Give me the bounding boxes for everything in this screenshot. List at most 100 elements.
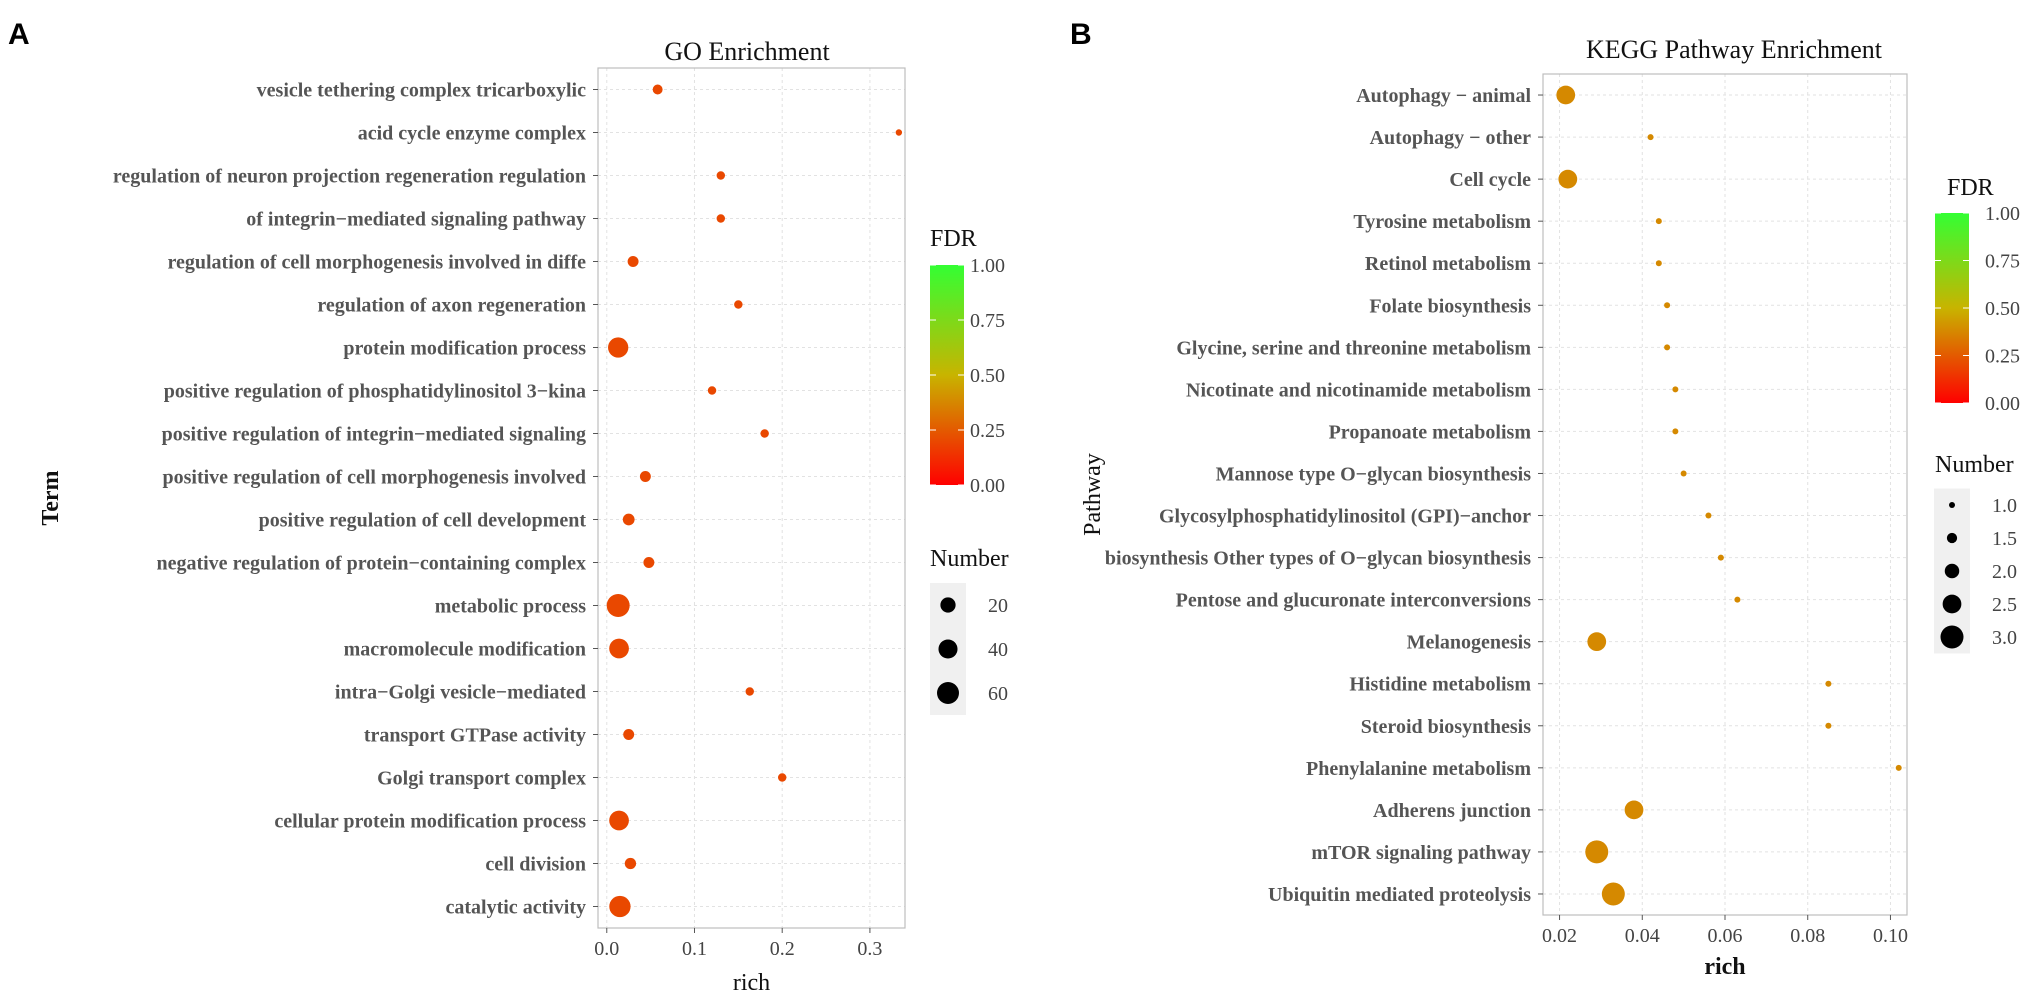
go-point — [707, 386, 717, 395]
go-term-label: regulation of neuron projection regenera… — [113, 166, 586, 188]
kegg-number-legend-key — [1944, 563, 1960, 579]
go-x-tick-label: 0.1 — [682, 938, 707, 960]
kegg-point — [1655, 218, 1662, 225]
go-number-legend-key — [937, 682, 959, 704]
kegg-term-label: Folate biosynthesis — [1369, 295, 1531, 317]
go-term-label: negative regulation of protein−containin… — [156, 553, 586, 575]
go-point — [609, 895, 631, 918]
go-fdr-legend-label: 0.75 — [970, 310, 1005, 332]
go-point — [895, 129, 903, 136]
kegg-point — [1825, 680, 1832, 687]
kegg-fdr-legend-label: 1.00 — [1985, 203, 2020, 225]
kegg-term-label: Steroid biosynthesis — [1361, 716, 1531, 738]
go-fdr-legend-label: 0.00 — [970, 475, 1005, 497]
go-point — [624, 857, 637, 870]
go-term-label: of integrin−mediated signaling pathway — [246, 209, 586, 231]
kegg-point — [1664, 302, 1671, 309]
kegg-term-label: Nicotinate and nicotinamide metabolism — [1186, 379, 1531, 401]
kegg-term-label: Ubiquitin mediated proteolysis — [1268, 884, 1531, 906]
kegg-point — [1624, 800, 1644, 820]
go-term-label: Golgi transport complex — [377, 768, 586, 790]
go-term-label: regulation of cell morphogenesis involve… — [167, 252, 586, 274]
kegg-term-label: Autophagy − animal — [1356, 85, 1531, 107]
kegg-term-label: mTOR signaling pathway — [1311, 842, 1531, 864]
go-term-label: positive regulation of integrin−mediated… — [162, 424, 586, 446]
kegg-x-tick-label: 0.08 — [1790, 925, 1825, 947]
kegg-term-label: Glycosylphosphatidylinositol (GPI)−ancho… — [1159, 506, 1531, 528]
kegg-point — [1672, 386, 1679, 393]
kegg-term-label: Cell cycle — [1449, 169, 1531, 191]
go-term-label: positive regulation of cell development — [259, 510, 587, 532]
go-point — [760, 429, 769, 438]
kegg-term-label: Histidine metabolism — [1349, 674, 1531, 696]
go-point — [745, 687, 754, 696]
go-term-label: cellular protein modification process — [274, 811, 586, 833]
kegg-point — [1601, 882, 1625, 906]
kegg-term-label: Melanogenesis — [1407, 632, 1532, 654]
go-point — [643, 557, 655, 568]
go-point — [627, 256, 639, 267]
go-point — [608, 337, 629, 358]
kegg-number-legend-label: 1.0 — [1992, 495, 2017, 517]
kegg-number-legend-key — [1940, 625, 1964, 649]
go-plot-frame — [597, 67, 906, 929]
kegg-point — [1895, 764, 1902, 771]
kegg-chart-title: KEGG Pathway Enrichment — [1586, 35, 1883, 64]
go-fdr-legend-title: FDR — [930, 226, 977, 252]
kegg-point — [1825, 722, 1832, 729]
kegg-point — [1672, 428, 1679, 435]
go-point — [716, 214, 726, 223]
go-point — [609, 638, 629, 659]
kegg-point — [1585, 840, 1609, 864]
go-term-label: acid cycle enzyme complex — [358, 123, 586, 145]
kegg-point — [1647, 134, 1654, 141]
kegg-fdr-legend-label: 0.75 — [1985, 251, 2020, 273]
go-term-label: catalytic activity — [446, 897, 587, 919]
kegg-x-tick-label: 0.04 — [1625, 925, 1660, 947]
go-term-label: cell division — [485, 854, 586, 876]
kegg-point — [1734, 596, 1741, 603]
kegg-term-label: Mannose type O−glycan biosynthesis — [1216, 463, 1532, 485]
kegg-point — [1655, 260, 1662, 267]
go-term-label: positive regulation of phosphatidylinosi… — [164, 381, 586, 403]
kegg-number-legend-key — [1946, 532, 1958, 544]
kegg-point — [1587, 632, 1607, 652]
go-enrichment-chart: GO Enrichment vesicle tethering complex t… — [38, 37, 1009, 996]
go-term-label: metabolic process — [435, 596, 586, 618]
kegg-term-label: Retinol metabolism — [1365, 253, 1531, 275]
kegg-point — [1705, 512, 1712, 519]
go-x-tick-label: 0.3 — [857, 938, 882, 960]
go-term-label: protein modification process — [343, 338, 586, 360]
kegg-term-label: Glycine, serine and threonine metabolism — [1176, 337, 1531, 359]
go-number-legend-title: Number — [930, 546, 1009, 572]
kegg-fdr-legend-title: FDR — [1947, 175, 1994, 201]
kegg-point — [1556, 85, 1576, 105]
go-fdr-legend-label: 1.00 — [970, 255, 1005, 277]
kegg-term-label: Phenylalanine metabolism — [1306, 758, 1531, 780]
go-term-label: macromolecule modification — [344, 639, 586, 661]
kegg-number-legend-title: Number — [1935, 452, 2014, 478]
kegg-number-legend-label: 1.5 — [1992, 528, 2017, 550]
go-point — [622, 513, 635, 526]
go-point — [652, 84, 663, 95]
go-chart-title: GO Enrichment — [664, 37, 830, 66]
kegg-point — [1664, 344, 1671, 351]
kegg-term-label: Adherens junction — [1373, 800, 1531, 822]
kegg-number-legend-label: 2.0 — [1992, 561, 2017, 583]
go-x-axis-title: rich — [733, 970, 770, 996]
panel-b-letter: B — [1070, 18, 1092, 51]
kegg-fdr-legend-label: 0.25 — [1985, 346, 2020, 368]
go-number-legend-label: 40 — [988, 639, 1008, 661]
go-fdr-legend-label: 0.50 — [970, 365, 1005, 387]
kegg-enrichment-chart: KEGG Pathway Enrichment Autophagy − anima… — [1080, 35, 2020, 980]
kegg-term-label: biosynthesis Other types of O−glycan bio… — [1105, 548, 1531, 570]
kegg-y-axis-title: Pathway — [1080, 453, 1106, 536]
kegg-number-legend-label: 3.0 — [1992, 627, 2017, 649]
go-y-axis-title: Term — [38, 470, 64, 525]
kegg-number-legend-key — [1942, 594, 1962, 614]
go-fdr-legend-label: 0.25 — [970, 420, 1005, 442]
kegg-number-legend-label: 2.5 — [1992, 594, 2017, 616]
kegg-x-tick-label: 0.06 — [1708, 925, 1743, 947]
go-term-label: regulation of axon regeneration — [317, 295, 586, 317]
